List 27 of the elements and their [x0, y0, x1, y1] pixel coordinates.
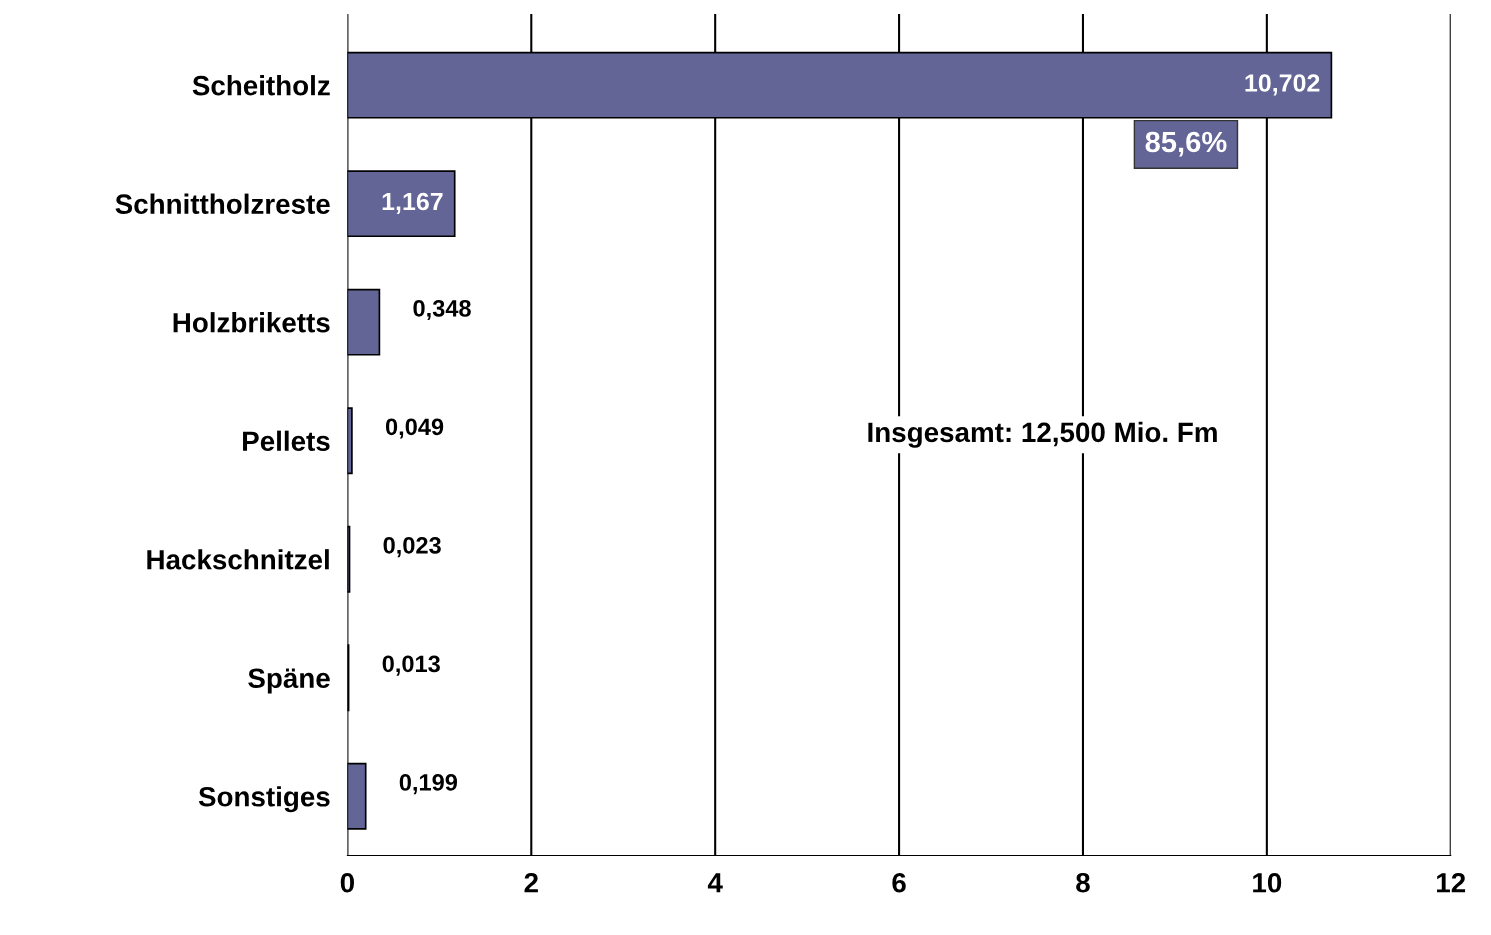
data-label: 0,199 [399, 774, 458, 795]
annotation: 85,6% [1145, 131, 1227, 157]
annotation: Insgesamt: 12,500 Mio. Fm [868, 421, 1217, 448]
y-tick-label: Späne [248, 668, 330, 694]
bar [347, 762, 367, 830]
y-tick-label: Scheitholz [192, 75, 330, 96]
x-tick-label: 12 [1437, 872, 1466, 893]
x-tick-label: 2 [524, 872, 538, 893]
y-tick-label: Sonstiges [198, 786, 330, 813]
data-label: 0,023 [383, 536, 441, 558]
data-label: 0,013 [382, 655, 440, 676]
bar [347, 170, 456, 238]
data-label: 10,702 [1245, 74, 1320, 96]
x-tick-label: 0 [340, 872, 354, 893]
bar [347, 407, 353, 475]
y-tick-label: Schnittholzreste [115, 193, 330, 214]
x-tick-label: 6 [892, 872, 906, 893]
y-tick-label: Holzbriketts [173, 312, 330, 333]
data-label: 1,167 [382, 192, 443, 214]
x-tick-label: 8 [1076, 872, 1090, 893]
y-tick-label: Hackschnitzel [147, 549, 329, 570]
y-tick-label: Pellets [243, 430, 330, 452]
x-tick-label: 4 [707, 873, 723, 893]
data-label: 0,348 [413, 299, 471, 321]
data-label: 0,049 [385, 418, 444, 439]
x-tick-label: 10 [1253, 872, 1282, 893]
bar [347, 288, 381, 356]
